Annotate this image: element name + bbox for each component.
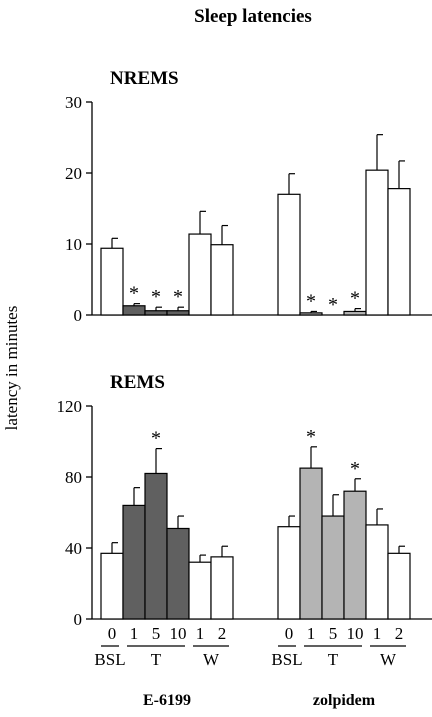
x-tick-label: 5	[329, 624, 338, 643]
x-tick-label: 0	[108, 624, 117, 643]
x-tick-label: 2	[218, 624, 227, 643]
significance-star: *	[306, 290, 316, 312]
x-tick-label: 10	[170, 624, 187, 643]
bar	[299, 312, 323, 316]
group-label: T	[328, 650, 339, 669]
bar	[343, 490, 367, 620]
bar	[343, 310, 367, 316]
group-label: T	[151, 650, 162, 669]
bar	[144, 472, 168, 620]
x-tick-label: 1	[196, 624, 205, 643]
bar	[122, 305, 146, 316]
nrems-chart: 0 10 20 30 * * * * * *	[65, 93, 432, 325]
bar	[365, 524, 389, 620]
rems-panel-title: REMS	[110, 372, 165, 393]
significance-star: *	[151, 286, 161, 308]
y-tick-label: 30	[65, 93, 82, 112]
y-tick-label: 20	[65, 164, 82, 183]
x-tick-label: 2	[395, 624, 404, 643]
bar	[122, 504, 146, 620]
group-label: BSL	[94, 650, 125, 669]
x-tick-label: 10	[347, 624, 364, 643]
y-tick-label: 80	[65, 468, 82, 487]
y-axis-label: latency in minutes	[2, 306, 21, 431]
significance-star: *	[306, 426, 316, 448]
group-label: BSL	[271, 650, 302, 669]
significance-star: *	[350, 458, 360, 480]
significance-star: *	[129, 283, 139, 305]
bar	[365, 169, 389, 316]
figure-title: Sleep latencies	[194, 6, 312, 27]
significance-star: *	[173, 286, 183, 308]
y-tick-label: 0	[74, 610, 83, 629]
bar	[166, 527, 190, 620]
x-tick-label: 5	[152, 624, 161, 643]
x-tick-label: 1	[373, 624, 382, 643]
bar	[144, 310, 168, 316]
bar	[100, 247, 124, 316]
nrems-panel-title: NREMS	[110, 68, 179, 89]
significance-star: *	[151, 428, 161, 450]
y-tick-label: 120	[57, 397, 83, 416]
drug-label: E-6199	[143, 692, 191, 709]
significance-star: *	[350, 288, 360, 310]
bar	[210, 244, 234, 316]
group-label: W	[380, 650, 397, 669]
bar	[299, 467, 323, 620]
group-label: W	[203, 650, 220, 669]
x-tick-label: 0	[285, 624, 294, 643]
y-tick-label: 0	[74, 306, 83, 325]
significance-star: *	[328, 294, 338, 316]
bar	[387, 188, 411, 316]
bar	[277, 526, 301, 620]
bar	[188, 561, 212, 620]
bar	[387, 552, 411, 620]
bar	[188, 233, 212, 316]
bar	[100, 552, 124, 620]
bar	[277, 193, 301, 316]
rems-chart: 0 40 80 120 * * *	[57, 397, 432, 629]
x-tick-label: 1	[130, 624, 139, 643]
bar	[166, 310, 190, 316]
bar	[210, 556, 234, 620]
drug-label: zolpidem	[313, 692, 376, 709]
y-tick-label: 40	[65, 539, 82, 558]
bar	[321, 515, 345, 620]
x-tick-label: 1	[307, 624, 316, 643]
y-tick-label: 10	[65, 235, 82, 254]
